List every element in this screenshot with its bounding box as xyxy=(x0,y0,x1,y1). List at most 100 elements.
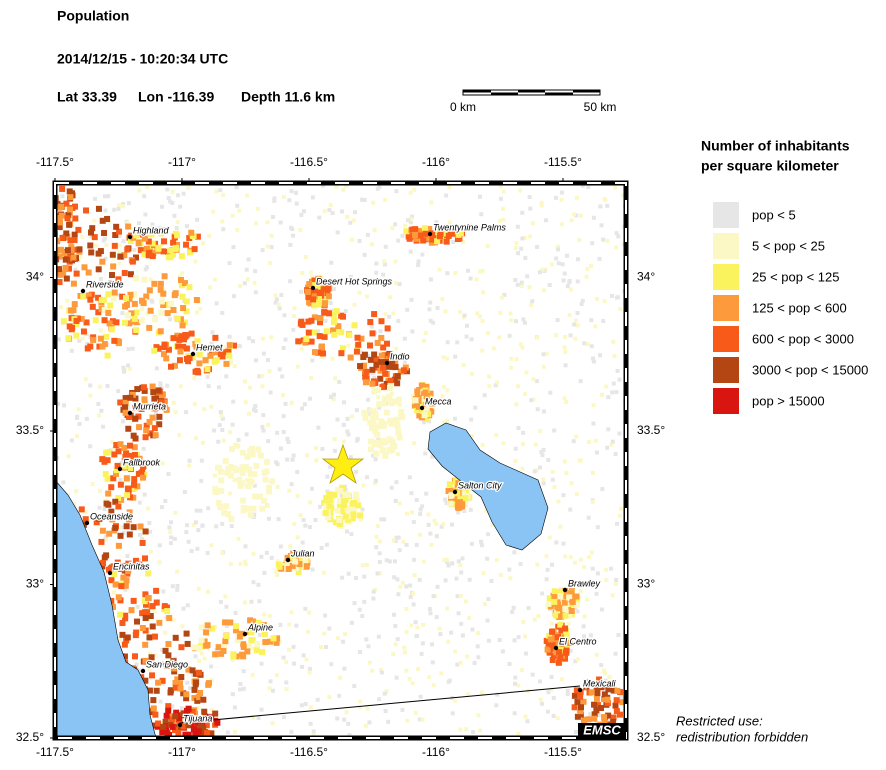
pop-cell xyxy=(245,466,252,473)
pop-cell xyxy=(160,290,167,297)
pop-cell xyxy=(420,641,425,646)
pop-cell xyxy=(573,336,578,341)
pop-cell xyxy=(441,355,446,360)
pop-cell xyxy=(201,241,206,246)
frame-dash xyxy=(54,182,627,739)
pop-cell xyxy=(492,225,497,230)
pop-cell xyxy=(366,397,371,402)
pop-cell xyxy=(315,697,320,702)
pop-cell xyxy=(80,293,87,300)
pop-cell xyxy=(324,290,331,297)
pop-cell xyxy=(193,679,200,686)
pop-cell xyxy=(265,422,270,427)
pop-cell xyxy=(358,517,363,522)
pop-cell xyxy=(550,477,555,482)
pop-cell xyxy=(564,471,569,476)
pop-cell xyxy=(253,647,260,654)
pop-cell xyxy=(126,405,131,410)
pop-cell xyxy=(198,624,205,631)
pop-cell xyxy=(175,569,180,574)
pop-cell xyxy=(265,504,270,509)
pop-cell xyxy=(299,346,304,351)
pop-cell xyxy=(257,493,264,500)
pop-cell xyxy=(227,619,234,626)
pop-cell xyxy=(392,359,399,366)
pop-cell xyxy=(170,335,177,342)
pop-cell xyxy=(93,519,100,526)
pop-cell xyxy=(143,422,150,429)
pop-cell xyxy=(289,729,294,734)
pop-cell xyxy=(340,313,347,320)
pop-cell xyxy=(95,294,102,301)
pop-cell xyxy=(71,301,78,308)
pop-cell xyxy=(352,684,357,689)
pop-cell xyxy=(395,452,400,457)
pop-cell xyxy=(435,224,442,231)
pop-cell xyxy=(531,397,536,402)
pop-cell xyxy=(228,561,233,566)
pop-cell xyxy=(306,281,313,288)
pop-cell xyxy=(177,432,182,437)
pop-cell xyxy=(420,504,425,509)
pop-cell xyxy=(467,577,472,582)
pop-cell xyxy=(59,235,66,242)
pop-cell xyxy=(320,350,327,357)
pop-cell xyxy=(78,315,85,322)
pop-cell xyxy=(330,318,337,325)
city-dot xyxy=(127,234,133,240)
pop-cell xyxy=(175,583,180,588)
pop-cell xyxy=(285,436,290,441)
pop-cell xyxy=(231,245,236,250)
pop-cell xyxy=(411,231,418,238)
pop-cell xyxy=(337,379,342,384)
pop-cell xyxy=(111,571,118,578)
pop-cell xyxy=(561,278,566,283)
pop-cell xyxy=(108,577,115,584)
pop-cell xyxy=(185,603,190,608)
pop-cell xyxy=(551,594,558,601)
pop-cell xyxy=(214,189,219,194)
pop-cell xyxy=(62,403,67,408)
pop-cell xyxy=(373,356,380,363)
pop-cell xyxy=(152,432,159,439)
pop-cell xyxy=(196,705,201,710)
pop-cell xyxy=(309,376,314,381)
pop-cell xyxy=(400,233,405,238)
pop-cell xyxy=(604,700,611,707)
pop-cell xyxy=(394,422,401,429)
pop-cell xyxy=(97,384,102,389)
pop-cell xyxy=(150,389,157,396)
pop-cell xyxy=(131,444,138,451)
pop-cell xyxy=(580,298,585,303)
pop-cell xyxy=(279,292,284,297)
pop-cell xyxy=(196,528,201,533)
salton-sea xyxy=(427,422,549,551)
pop-cell xyxy=(250,672,255,677)
pop-cell xyxy=(518,188,523,193)
pop-cell xyxy=(117,261,122,266)
pop-cell xyxy=(160,302,167,309)
pop-cell xyxy=(538,428,543,433)
pop-cell xyxy=(304,657,309,662)
pop-cell xyxy=(321,333,328,340)
pop-cell xyxy=(321,499,328,506)
pop-cell xyxy=(528,234,533,239)
pop-cell xyxy=(516,251,521,256)
pop-cell xyxy=(141,598,148,605)
pop-cell xyxy=(141,396,148,403)
pop-cell xyxy=(267,369,272,374)
pop-cell xyxy=(123,577,130,584)
pop-cell xyxy=(434,615,439,620)
pop-cell xyxy=(98,306,105,313)
pop-cell xyxy=(455,480,462,487)
pop-cell xyxy=(346,332,353,339)
pop-cell xyxy=(574,698,581,705)
pop-cell xyxy=(323,503,330,510)
pop-cell xyxy=(236,476,243,483)
pop-cell xyxy=(412,397,419,404)
pop-cell xyxy=(80,336,85,341)
pop-cell xyxy=(309,270,314,275)
pop-cell xyxy=(596,676,603,683)
pop-cell xyxy=(391,652,396,657)
pop-cell xyxy=(261,428,266,433)
